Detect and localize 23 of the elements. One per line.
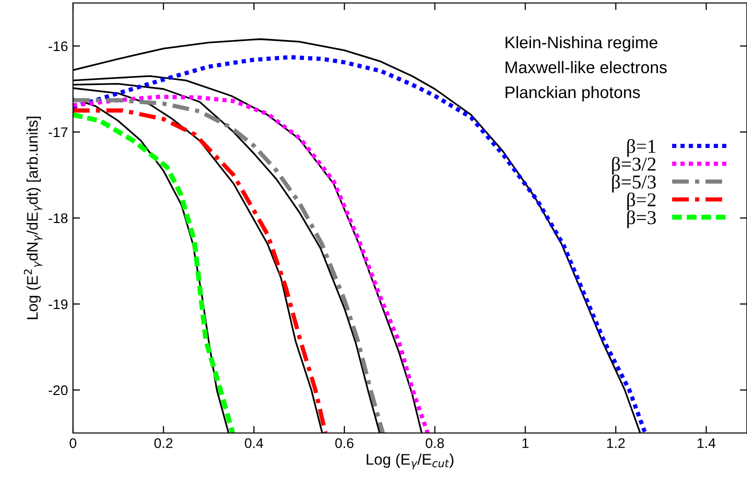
legend-label: β=2: [627, 192, 656, 210]
annotation: Maxwell-like electrons: [506, 61, 667, 74]
y-axis-title: Log (E$^{2}$$_{γ}$dN$_{γ}$/dE$_{γ}$dt) [arb.units]: [24, 116, 42, 320]
x-tick-label: 0.2: [154, 438, 172, 448]
x-tick-label: 0.6: [335, 438, 354, 448]
x-tick-label: 0: [70, 438, 76, 448]
x-tick-label: 1.2: [607, 438, 625, 448]
legend-label: β=3/2: [612, 156, 656, 175]
annotation: Planckian photons: [506, 86, 640, 102]
legend-label: β=3: [627, 210, 656, 228]
x-axis-title: Log (E$_{γ}$/E$_{cut}$): [366, 454, 454, 470]
y-tick-label: -19: [48, 299, 68, 310]
legend-label: β=5/3: [612, 174, 656, 193]
y-tick-label: -16: [48, 41, 68, 52]
x-tick-label: 0.4: [244, 438, 264, 448]
annotation: Klein-Nishina regime: [506, 36, 658, 52]
legend-label: β=1: [627, 139, 656, 157]
x-tick-label: 1.4: [698, 438, 716, 448]
y-tick-label: -18: [48, 213, 68, 224]
y-tick-label: -17: [48, 127, 68, 138]
x-tick-label: 0.8: [426, 438, 444, 448]
y-tick-label: -20: [48, 385, 68, 396]
x-tick-label: 1: [522, 438, 528, 448]
